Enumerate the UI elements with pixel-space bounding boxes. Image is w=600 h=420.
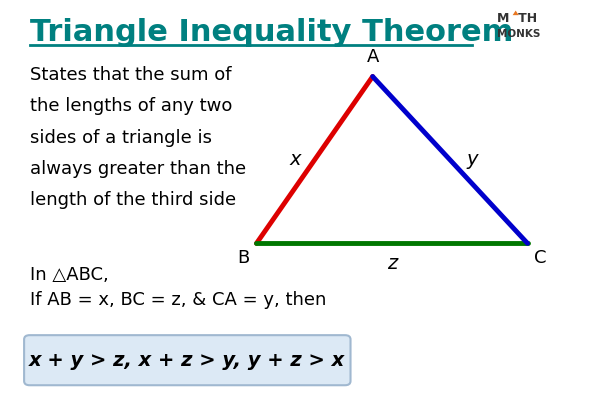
Text: In △ABC,: In △ABC, [29,266,109,284]
Text: A: A [367,48,379,66]
Text: M  TH: M TH [497,12,537,25]
Text: B: B [238,249,250,267]
Text: the lengths of any two: the lengths of any two [29,97,232,116]
Polygon shape [512,10,519,15]
Text: If AB = x, BC = z, & CA = y, then: If AB = x, BC = z, & CA = y, then [29,291,326,310]
Text: Triangle Inequality Theorem: Triangle Inequality Theorem [29,18,513,47]
FancyBboxPatch shape [24,335,350,385]
Text: x + y > z, x + z > y, y + z > x: x + y > z, x + z > y, y + z > x [29,351,346,370]
Text: MONKS: MONKS [497,29,541,39]
Text: x: x [289,150,301,169]
Text: length of the third side: length of the third side [29,191,236,209]
Text: y: y [467,150,478,169]
Text: always greater than the: always greater than the [29,160,246,178]
Text: z: z [387,254,397,273]
Text: sides of a triangle is: sides of a triangle is [29,129,212,147]
Text: C: C [535,249,547,267]
Text: States that the sum of: States that the sum of [29,66,231,84]
